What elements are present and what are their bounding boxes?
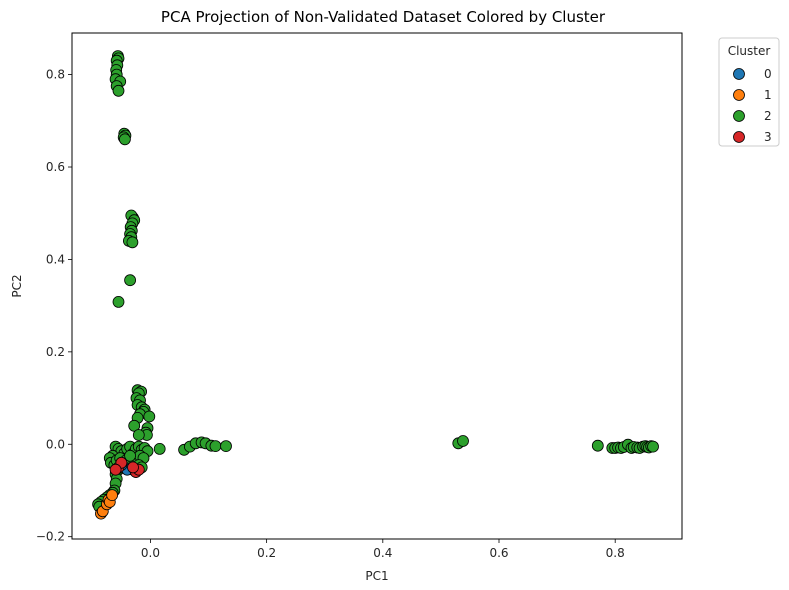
scatter-point-cluster-1 [106, 489, 118, 502]
x-axis-label: PC1 [365, 569, 388, 583]
x-tick-label: 0.4 [373, 546, 392, 560]
scatter-point-cluster-2 [457, 435, 469, 447]
scatter-point-cluster-2 [124, 449, 137, 462]
scatter-point-cluster-2 [124, 274, 137, 287]
y-tick-label: 0.8 [46, 68, 65, 82]
legend-label-cluster-1: 1 [764, 88, 772, 102]
x-axis: 0.0 0.2 0.4 0.6 0.8 [141, 539, 625, 560]
y-axis-label: PC2 [10, 274, 24, 297]
y-tick-label: 0.4 [46, 252, 65, 266]
x-tick-label: 0.2 [257, 546, 276, 560]
legend-label-cluster-0: 0 [764, 67, 772, 81]
y-tick-label: 0.6 [46, 160, 65, 174]
y-tick-label: −0.2 [36, 530, 65, 544]
scatter-point-cluster-2 [119, 133, 131, 146]
scatter-point-cluster-2 [126, 236, 139, 249]
legend-marker-cluster-1 [733, 89, 745, 101]
scatter-point-cluster-2 [220, 440, 232, 453]
legend-label-cluster-2: 2 [764, 109, 772, 123]
legend-title: Cluster [728, 44, 771, 58]
y-tick-label: 0.0 [46, 437, 65, 451]
scatter-point-cluster-3 [109, 463, 122, 476]
x-tick-label: 0.6 [489, 546, 508, 560]
scatter-point-cluster-3 [127, 461, 139, 474]
scatter-point-cluster-2 [153, 442, 166, 455]
scatter-point-cluster-2 [128, 419, 141, 432]
chart-title: PCA Projection of Non-Validated Dataset … [161, 8, 606, 26]
scatter-point-cluster-2 [112, 84, 125, 97]
scatter-point-cluster-2 [112, 295, 125, 308]
legend-label-cluster-3: 3 [764, 130, 772, 144]
legend-marker-cluster-2 [733, 110, 745, 122]
legend-marker-cluster-0 [733, 68, 745, 80]
scatter-point-cluster-2 [143, 410, 156, 423]
points-layer [92, 50, 659, 520]
scatter-point-cluster-2 [209, 440, 222, 453]
y-tick-label: 0.2 [46, 345, 65, 359]
y-axis: −0.2 0.0 0.2 0.4 0.6 0.8 [36, 68, 72, 544]
legend: Cluster 0 1 2 3 [718, 37, 780, 147]
plot-frame [71, 32, 683, 540]
legend-marker-cluster-3 [733, 131, 745, 143]
scatter-point-cluster-2 [591, 439, 604, 452]
scatter-point-cluster-2 [647, 440, 659, 453]
x-tick-label: 0.0 [141, 546, 160, 560]
scatter-point-cluster-2 [132, 429, 145, 441]
x-tick-label: 0.8 [606, 546, 625, 560]
